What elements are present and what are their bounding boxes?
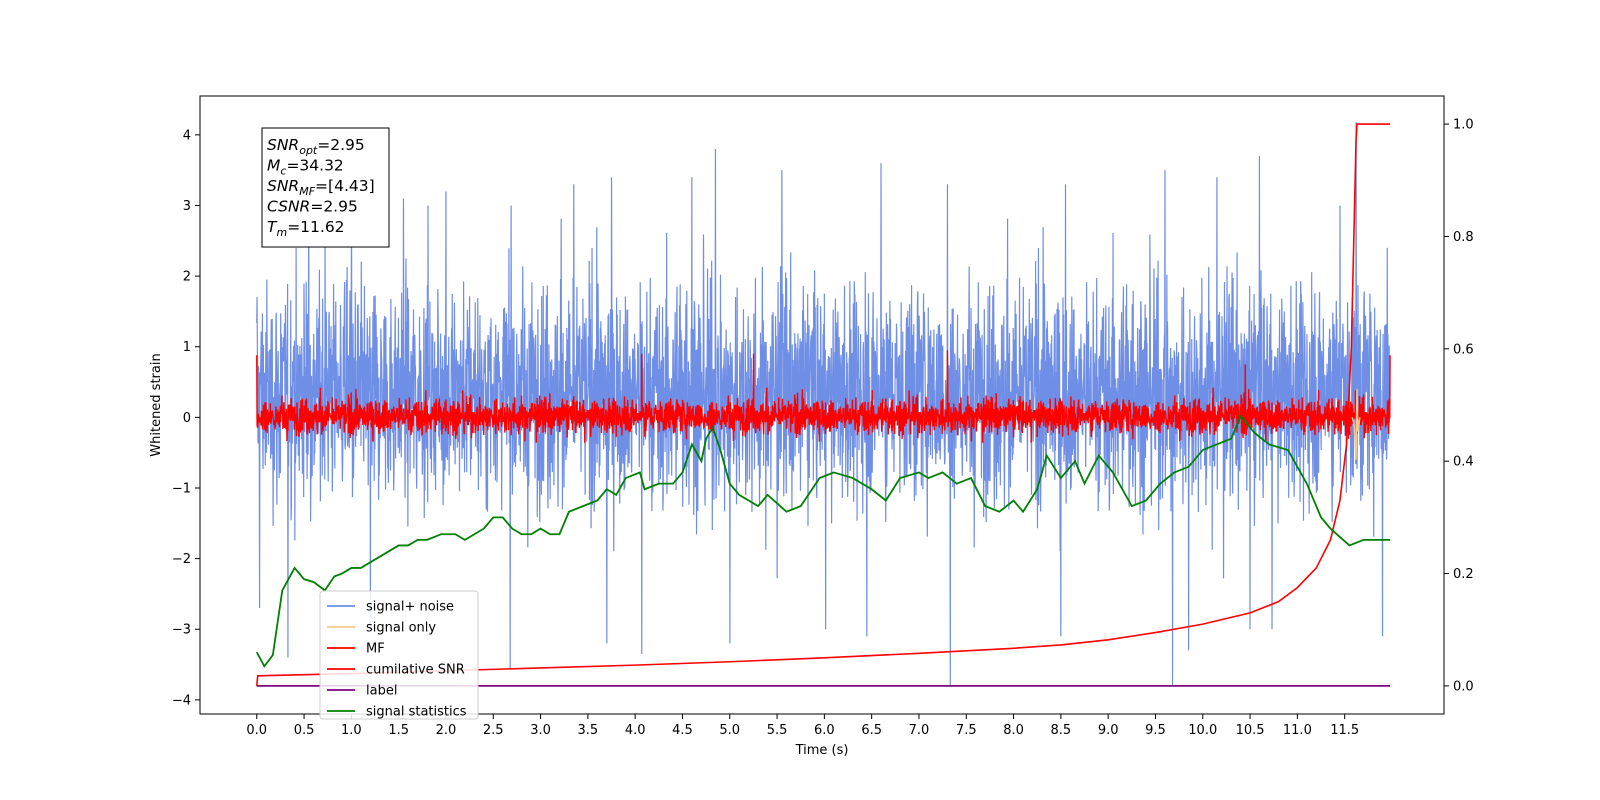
x-tick-label: 9.0 <box>1098 723 1119 738</box>
annotation-line: Mc=34.32 <box>267 157 344 178</box>
annotation-line: CSNR=2.95 <box>267 198 358 216</box>
y-left-tick-label: −2 <box>172 552 191 567</box>
annotation-value: =2.95 <box>317 136 365 154</box>
y-left-tick-label: 3 <box>183 199 191 214</box>
y-right-tick-label: 0.0 <box>1453 679 1474 694</box>
series-cumulative-snr <box>255 123 1391 686</box>
series-signal-noise <box>256 122 1391 686</box>
annotation-box: SNRopt=2.95Mc=34.32SNRMF=[4.43]CSNR=2.95… <box>261 127 390 248</box>
y-left-tick-label: 4 <box>183 128 191 143</box>
legend-label: cumilative SNR <box>366 663 465 678</box>
series-signal-statistics <box>255 414 1391 668</box>
x-tick-label: 7.5 <box>956 723 977 738</box>
legend-label: label <box>366 684 397 699</box>
annotation-symbol: M <box>267 157 280 175</box>
y-left-tick-label: −3 <box>172 623 191 638</box>
x-tick-label: 4.5 <box>672 723 693 738</box>
y-left-tick-label: −1 <box>172 481 191 496</box>
series-mf <box>256 350 1391 443</box>
annotation-value: =[4.43] <box>315 177 375 195</box>
annotation-subscript: c <box>280 165 286 178</box>
legend-label: MF <box>366 642 385 657</box>
annotation-symbol: SNR <box>267 136 299 154</box>
legend-label: signal statistics <box>366 705 467 720</box>
x-tick-label: 2.5 <box>483 723 504 738</box>
y-right-tick-label: 0.8 <box>1453 230 1474 245</box>
y-right-tick-label: 0.4 <box>1453 455 1474 470</box>
x-tick-label: 6.0 <box>814 723 835 738</box>
annotation-symbol: T <box>267 218 278 236</box>
x-tick-label: 5.0 <box>719 723 740 738</box>
annotation-subscript: m <box>276 226 287 239</box>
legend-label: signal only <box>366 621 436 636</box>
y-right-tick-label: 0.6 <box>1453 342 1474 357</box>
x-tick-label: 8.0 <box>1003 723 1024 738</box>
x-tick-label: 10.0 <box>1188 723 1217 738</box>
x-tick-label: 11.0 <box>1283 723 1312 738</box>
y-left-tick-label: 2 <box>183 270 191 285</box>
legend-frame <box>319 590 479 720</box>
annotation-symbol: CSNR <box>267 198 310 216</box>
series-signal-only <box>1351 389 1361 460</box>
ticks: 0.0 0.5 1.0 1.5 2.0 2.5 3.0 3.5 4.0 4.5 5.0 5.5 6.0 6… <box>172 118 1474 738</box>
annotation-subscript: MF <box>299 185 315 198</box>
annotation-subscript: opt <box>299 144 318 157</box>
y-axis-label: Whitened strain <box>149 353 164 456</box>
x-tick-label: 3.0 <box>530 723 551 738</box>
x-tick-label: 8.5 <box>1051 723 1072 738</box>
annotation-value: =34.32 <box>286 157 343 175</box>
legend-label: signal+ noise <box>366 600 454 615</box>
x-tick-label: 0.5 <box>294 723 315 738</box>
annotation-symbol: SNR <box>267 177 299 195</box>
x-tick-label: 5.5 <box>767 723 788 738</box>
x-tick-label: 11.5 <box>1330 723 1359 738</box>
x-tick-label: 10.5 <box>1236 723 1265 738</box>
annotation-value: =11.62 <box>287 218 344 236</box>
annotation-frame <box>261 127 390 248</box>
y-right-tick-label: 0.2 <box>1453 567 1474 582</box>
y-left-tick-label: −4 <box>172 693 191 708</box>
x-tick-label: 6.5 <box>861 723 882 738</box>
x-tick-label: 1.5 <box>388 723 409 738</box>
axes-frame <box>199 95 1445 715</box>
y-left-tick-label: 1 <box>183 340 191 355</box>
x-tick-label: 0.0 <box>246 723 267 738</box>
x-tick-label: 4.0 <box>625 723 646 738</box>
annotation-value: =2.95 <box>310 198 358 216</box>
x-axis-label: Time (s) <box>795 743 849 758</box>
y-right-tick-label: 1.0 <box>1453 118 1474 133</box>
x-tick-label: 9.5 <box>1145 723 1166 738</box>
x-tick-label: 2.0 <box>436 723 457 738</box>
annotation-line: SNRMF=[4.43] <box>267 177 375 198</box>
x-tick-label: 3.5 <box>578 723 599 738</box>
y-left-tick-label: 0 <box>183 411 191 426</box>
annotation-line: SNRopt=2.95 <box>267 136 365 157</box>
annotation-line: Tm=11.62 <box>267 218 345 239</box>
x-tick-label: 7.0 <box>909 723 930 738</box>
legend: signal+ noise signal only MF cumilative SNR… <box>319 590 479 720</box>
x-tick-label: 1.0 <box>341 723 362 738</box>
